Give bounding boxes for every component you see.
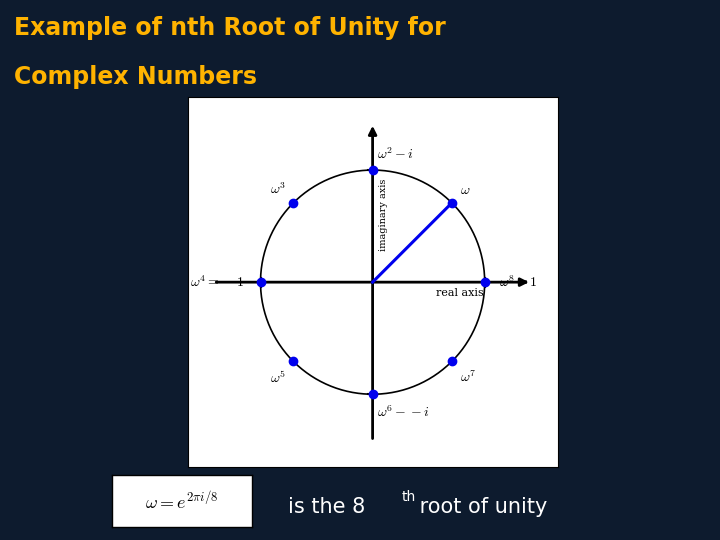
Text: $\omega^5$: $\omega^5$ (269, 369, 286, 386)
Text: $\omega^2 - i$: $\omega^2 - i$ (377, 146, 414, 162)
Text: $\omega^4 = -1$: $\omega^4 = -1$ (190, 274, 245, 290)
Text: $\omega^6 - -i$: $\omega^6 - -i$ (377, 404, 430, 420)
Text: Example of nth Root of Unity for: Example of nth Root of Unity for (14, 16, 446, 40)
Text: imaginary axis: imaginary axis (379, 179, 388, 251)
Text: Complex Numbers: Complex Numbers (14, 65, 258, 89)
Text: $\omega = e^{2\pi i/8}$: $\omega = e^{2\pi i/8}$ (145, 489, 218, 512)
Text: $\omega^3$: $\omega^3$ (269, 181, 286, 197)
Text: $\omega^8 = 1$: $\omega^8 = 1$ (499, 274, 538, 290)
Text: $\omega^7$: $\omega^7$ (459, 369, 476, 385)
Text: $\omega$: $\omega$ (459, 183, 470, 197)
Text: real axis: real axis (436, 288, 484, 299)
Text: root of unity: root of unity (413, 496, 548, 517)
Text: is the 8: is the 8 (288, 496, 365, 517)
Text: th: th (402, 490, 416, 504)
